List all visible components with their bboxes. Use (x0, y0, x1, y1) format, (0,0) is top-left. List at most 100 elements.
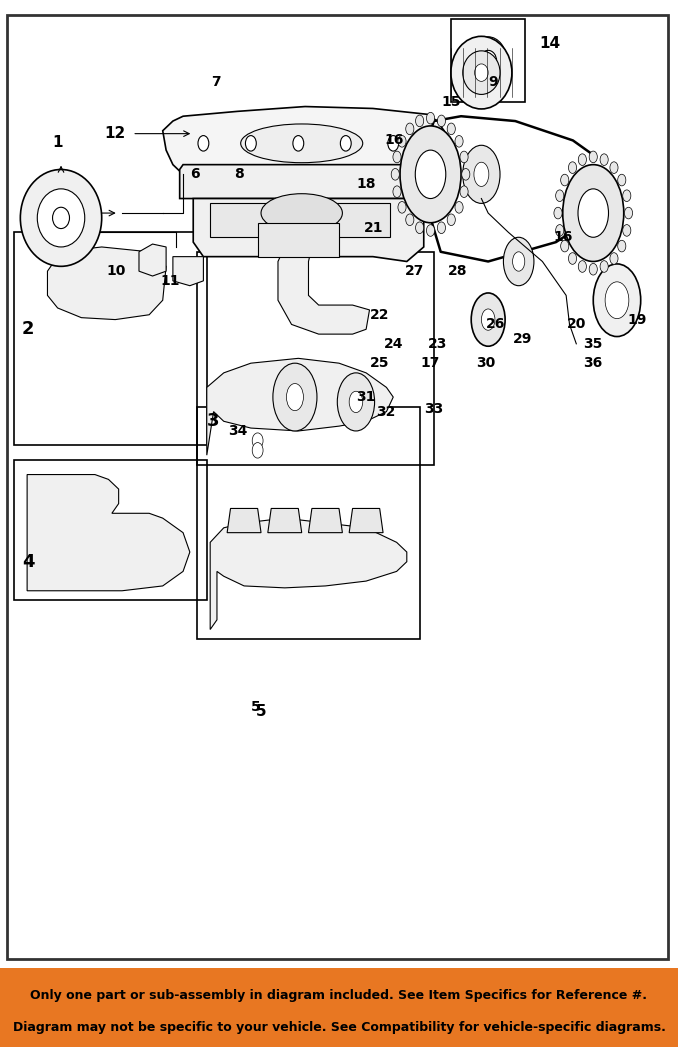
Bar (451, 20, 525, 102)
Ellipse shape (462, 51, 500, 94)
Bar (14, 232, 207, 446)
Text: 10: 10 (106, 264, 125, 279)
Circle shape (556, 225, 564, 237)
Ellipse shape (338, 373, 374, 431)
Circle shape (600, 154, 608, 165)
Ellipse shape (593, 264, 641, 336)
Polygon shape (163, 107, 444, 182)
Ellipse shape (471, 293, 505, 347)
Circle shape (447, 214, 456, 225)
Polygon shape (278, 247, 370, 334)
Circle shape (398, 135, 406, 148)
Circle shape (610, 252, 618, 264)
Text: 32: 32 (376, 404, 396, 419)
Text: 16: 16 (384, 133, 403, 148)
Text: 14: 14 (539, 36, 560, 51)
Text: 9: 9 (488, 75, 498, 89)
Circle shape (578, 154, 586, 165)
Circle shape (455, 135, 463, 148)
Circle shape (393, 151, 401, 162)
Ellipse shape (503, 238, 534, 286)
Bar (14, 460, 207, 601)
Text: Only one part or sub-assembly in diagram included. See Item Specifics for Refere: Only one part or sub-assembly in diagram… (31, 989, 647, 1002)
Polygon shape (47, 247, 166, 319)
Text: 31: 31 (356, 391, 376, 404)
Ellipse shape (475, 64, 488, 82)
Ellipse shape (273, 363, 317, 431)
Text: 24: 24 (384, 337, 403, 351)
Ellipse shape (462, 146, 500, 203)
Ellipse shape (241, 124, 363, 162)
Text: 3: 3 (207, 413, 219, 430)
Ellipse shape (451, 37, 512, 109)
Circle shape (437, 115, 445, 127)
Text: 5: 5 (256, 705, 266, 719)
Polygon shape (210, 203, 390, 238)
Circle shape (568, 162, 576, 174)
Ellipse shape (349, 392, 363, 413)
Ellipse shape (481, 309, 495, 330)
Ellipse shape (479, 50, 496, 71)
Text: 35: 35 (583, 337, 603, 351)
Text: 18: 18 (357, 177, 376, 191)
Text: 25: 25 (370, 356, 390, 371)
Circle shape (455, 201, 463, 214)
Circle shape (391, 169, 399, 180)
Circle shape (462, 169, 470, 180)
Text: 29: 29 (513, 332, 532, 346)
Text: 19: 19 (627, 313, 647, 327)
Ellipse shape (20, 170, 102, 266)
Polygon shape (349, 509, 383, 533)
Circle shape (245, 136, 256, 151)
Ellipse shape (578, 188, 609, 238)
Ellipse shape (513, 252, 525, 271)
Text: 13: 13 (54, 205, 75, 221)
Circle shape (556, 190, 564, 201)
Circle shape (554, 207, 562, 219)
Ellipse shape (563, 164, 624, 262)
Circle shape (589, 264, 597, 275)
Text: 28: 28 (448, 264, 468, 279)
Ellipse shape (261, 194, 342, 232)
Circle shape (622, 225, 631, 237)
Circle shape (293, 136, 304, 151)
Circle shape (405, 214, 414, 225)
Ellipse shape (415, 150, 446, 199)
Text: 7: 7 (211, 75, 220, 89)
Circle shape (610, 162, 618, 174)
Circle shape (198, 136, 209, 151)
Text: 22: 22 (370, 308, 390, 321)
Polygon shape (210, 518, 407, 629)
Ellipse shape (37, 188, 85, 247)
Polygon shape (173, 257, 203, 286)
Bar (258, 223, 339, 257)
Text: 21: 21 (363, 221, 383, 235)
Polygon shape (139, 244, 166, 276)
Circle shape (416, 115, 424, 127)
Circle shape (388, 136, 399, 151)
Circle shape (416, 222, 424, 233)
Circle shape (426, 225, 435, 237)
Circle shape (568, 252, 576, 264)
Circle shape (252, 443, 263, 459)
Circle shape (252, 432, 263, 448)
Polygon shape (227, 509, 261, 533)
Circle shape (460, 186, 468, 198)
Polygon shape (193, 199, 424, 262)
Ellipse shape (474, 162, 489, 186)
Text: 15: 15 (441, 94, 461, 109)
Text: 30: 30 (476, 356, 495, 371)
Circle shape (618, 240, 626, 252)
Circle shape (600, 261, 608, 272)
Text: 16: 16 (553, 230, 573, 244)
Circle shape (561, 174, 569, 186)
Circle shape (460, 151, 468, 162)
Text: 20: 20 (567, 317, 586, 332)
Circle shape (618, 174, 626, 186)
Circle shape (561, 240, 569, 252)
Circle shape (622, 190, 631, 201)
Text: 5: 5 (252, 700, 261, 714)
Circle shape (578, 261, 586, 272)
Text: 27: 27 (404, 264, 424, 279)
Text: 8: 8 (235, 168, 244, 181)
